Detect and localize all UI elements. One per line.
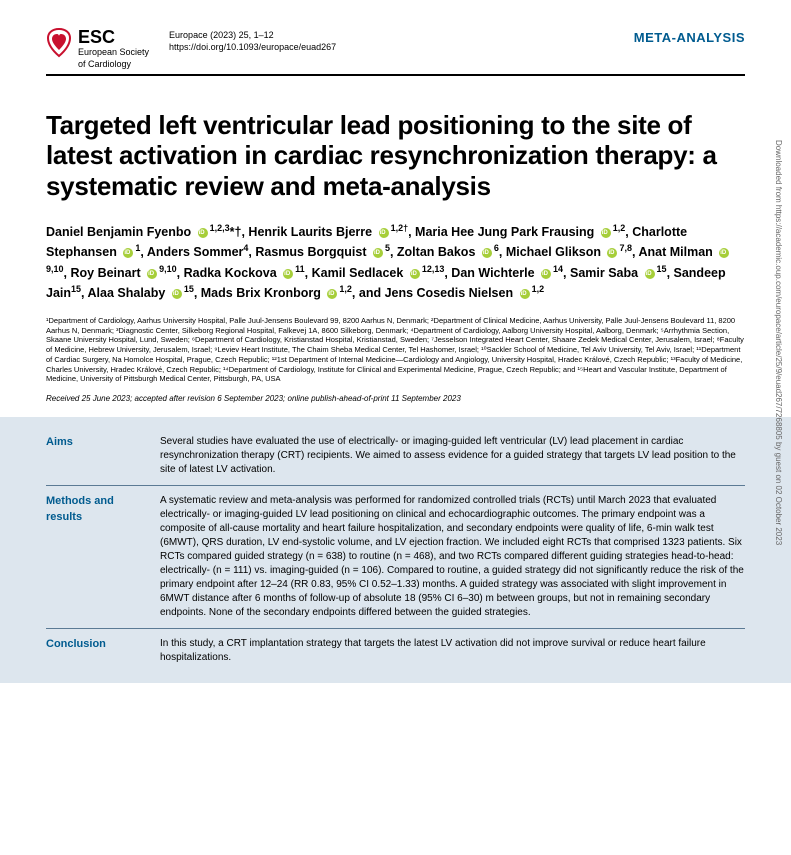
logo-block: ESC European Society of Cardiology Europ…: [46, 28, 336, 70]
doi: https://doi.org/10.1093/europace/euad267: [169, 42, 336, 54]
abstract-conclusion-row: Conclusion In this study, a CRT implanta…: [46, 629, 745, 673]
journal-info: Europace (2023) 25, 1–12 https://doi.org…: [169, 30, 336, 53]
authors-list: Daniel Benjamin Fyenbo 1,2,3*†, Henrik L…: [46, 222, 745, 304]
conclusion-label: Conclusion: [46, 637, 138, 665]
aims-text: Several studies have evaluated the use o…: [160, 435, 745, 477]
journal-ref: Europace (2023) 25, 1–12: [169, 30, 336, 42]
society-full-1: European Society: [78, 48, 149, 58]
logo-text: ESC European Society of Cardiology: [78, 28, 149, 70]
society-abbr: ESC: [78, 28, 149, 46]
esc-logo-icon: [46, 28, 72, 58]
abstract-aims-row: Aims Several studies have evaluated the …: [46, 427, 745, 486]
affiliations: ¹Department of Cardiology, Aarhus Univer…: [46, 316, 745, 384]
methods-label: Methods and results: [46, 494, 138, 620]
methods-text: A systematic review and meta-analysis wa…: [160, 494, 745, 620]
download-attribution: Downloaded from https://academic.oup.com…: [774, 140, 783, 700]
header: ESC European Society of Cardiology Europ…: [46, 28, 745, 76]
abstract-methods-row: Methods and results A systematic review …: [46, 486, 745, 629]
article-title: Targeted left ventricular lead positioni…: [46, 110, 745, 202]
abstract-box: Aims Several studies have evaluated the …: [0, 417, 791, 683]
society-full-2: of Cardiology: [78, 60, 149, 70]
article-type: META-ANALYSIS: [634, 30, 745, 45]
conclusion-text: In this study, a CRT implantation strate…: [160, 637, 745, 665]
publication-dates: Received 25 June 2023; accepted after re…: [46, 394, 745, 417]
aims-label: Aims: [46, 435, 138, 477]
